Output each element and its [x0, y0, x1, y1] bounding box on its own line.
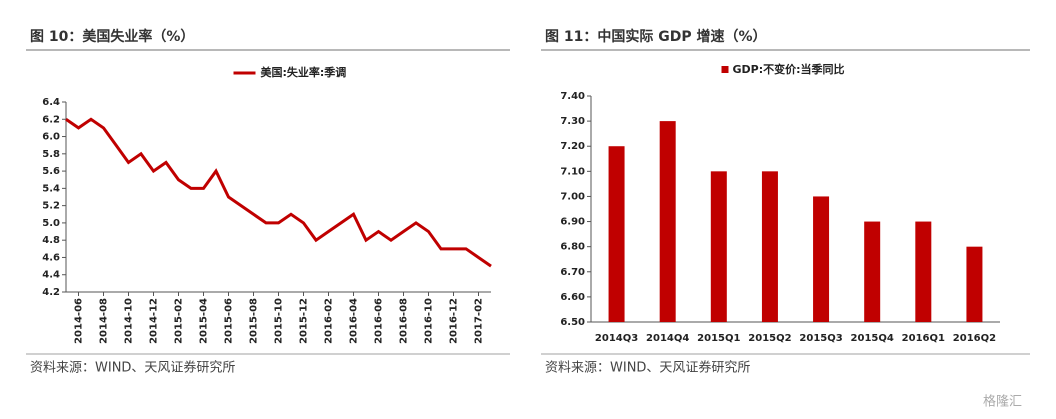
source-note: 资料来源：WIND、天风证券研究所	[545, 360, 750, 376]
legend-swatch	[721, 66, 729, 73]
bar	[966, 246, 983, 322]
x-tick-label: 2014Q3	[595, 333, 638, 344]
x-tick-label: 2015Q2	[748, 333, 791, 344]
y-tick-label: 5.4	[42, 183, 60, 194]
chart-title: 图 11：中国实际 GDP 增速（%）	[545, 28, 767, 45]
line-series	[65, 117, 492, 268]
x-tick-label: 2016-02	[324, 298, 335, 344]
y-tick-label: 4.2	[42, 287, 60, 298]
y-tick-label: 6.4	[42, 97, 60, 108]
y-tick-label: 6.50	[560, 317, 585, 328]
y-tick-label: 7.40	[560, 91, 585, 102]
x-tick-label: 2015-02	[174, 298, 185, 344]
bar	[710, 171, 727, 322]
y-tick-label: 5.0	[42, 218, 60, 229]
y-tick-label: 7.00	[560, 191, 585, 202]
x-tick-label: 2014-10	[124, 298, 135, 344]
x-tick-label: 2015-08	[249, 298, 260, 344]
bar	[864, 221, 881, 322]
x-tick-label: 2016-04	[349, 298, 360, 344]
x-tick-label: 2015-06	[224, 298, 235, 344]
y-tick-label: 6.80	[560, 242, 585, 253]
x-tick-label: 2014-06	[74, 298, 85, 344]
x-tick-label: 2015-10	[274, 298, 285, 344]
chart-title: 图 10：美国失业率（%）	[30, 28, 194, 45]
bar	[659, 121, 676, 322]
y-tick-label: 6.0	[42, 132, 60, 143]
x-tick-label: 2016-06	[374, 298, 385, 344]
x-tick-label: 2016Q1	[902, 333, 945, 344]
x-tick-label: 2015-12	[299, 298, 310, 344]
x-tick-label: 2015Q3	[799, 333, 842, 344]
bar	[915, 221, 932, 322]
y-tick-label: 7.30	[560, 116, 585, 127]
y-tick-label: 6.2	[42, 114, 60, 125]
y-tick-label: 6.70	[560, 267, 585, 278]
bar	[813, 196, 830, 322]
x-tick-label: 2016-08	[399, 298, 410, 344]
x-tick-label: 2014-12	[149, 298, 160, 344]
y-tick-label: 7.10	[560, 166, 585, 177]
x-tick-label: 2016-10	[424, 298, 435, 344]
y-tick-label: 6.90	[560, 217, 585, 228]
x-tick-label: 2016-12	[449, 298, 460, 344]
x-tick-label: 2015Q1	[697, 333, 740, 344]
legend-label: 美国:失业率:季调	[261, 65, 347, 79]
y-tick-label: 5.8	[42, 149, 60, 160]
y-tick-label: 4.6	[42, 252, 60, 263]
bar	[761, 171, 778, 322]
x-tick-label: 2017-02	[474, 298, 485, 344]
x-tick-label: 2016Q2	[953, 333, 996, 344]
watermark: 格隆汇	[983, 394, 1022, 410]
x-tick-label: 2014-08	[99, 298, 110, 344]
x-tick-label: 2015-04	[199, 298, 210, 344]
y-tick-label: 5.2	[42, 201, 60, 212]
source-note: 资料来源：WIND、天风证券研究所	[30, 360, 235, 376]
y-tick-label: 5.6	[42, 166, 60, 177]
y-tick-label: 4.8	[42, 235, 60, 246]
y-tick-label: 4.4	[42, 270, 60, 281]
bar	[608, 146, 625, 322]
x-tick-label: 2014Q4	[646, 333, 689, 344]
x-tick-label: 2015Q4	[851, 333, 894, 344]
y-tick-label: 6.60	[560, 292, 585, 303]
legend-label: GDP:不变价:当季同比	[733, 62, 845, 76]
y-tick-label: 7.20	[560, 141, 585, 152]
